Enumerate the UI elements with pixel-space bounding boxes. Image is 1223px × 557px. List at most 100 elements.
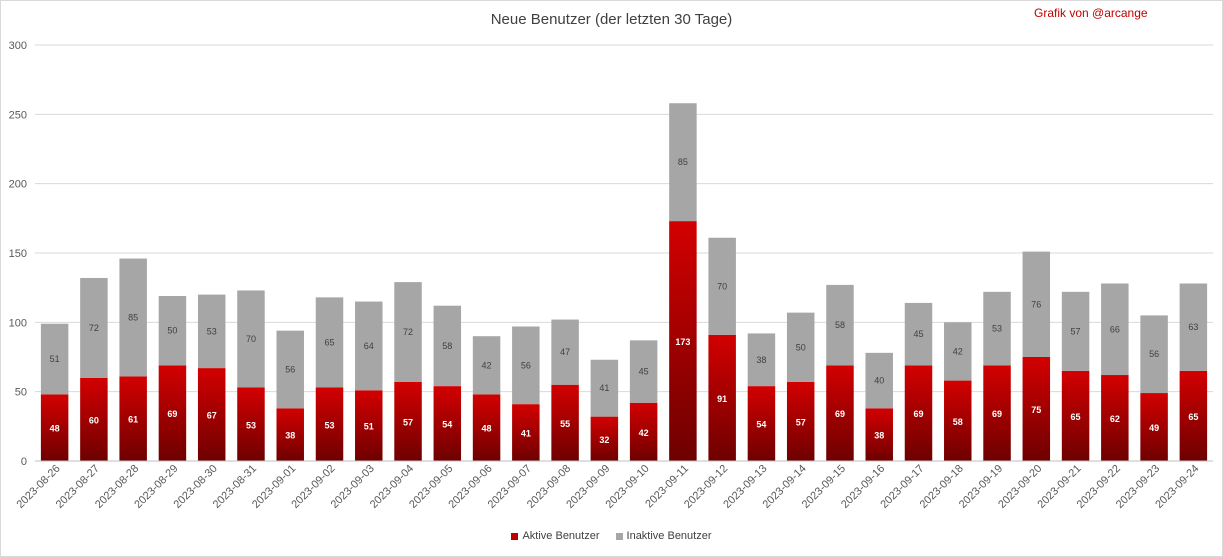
bar-active — [826, 365, 854, 461]
bar-inactive — [40, 323, 69, 395]
data-label-active: 61 — [128, 415, 138, 425]
bar-active — [80, 377, 108, 461]
data-label-inactive: 57 — [1071, 326, 1081, 336]
y-tick-label: 200 — [9, 179, 27, 191]
bar-inactive — [1022, 251, 1051, 357]
data-label-active: 57 — [796, 417, 806, 427]
y-tick-label: 150 — [9, 248, 27, 260]
bar-active — [355, 390, 383, 461]
bar-active — [590, 416, 619, 461]
bar-active — [197, 368, 226, 461]
data-label-active: 53 — [324, 420, 334, 430]
bar-inactive — [472, 336, 501, 395]
data-label-active: 75 — [1031, 405, 1041, 415]
bar-inactive — [904, 302, 933, 366]
data-label-inactive: 38 — [756, 355, 766, 365]
bar-inactive — [786, 312, 815, 382]
data-label-inactive: 56 — [285, 364, 295, 374]
legend: Aktive Benutzer Inaktive Benutzer — [0, 530, 1223, 542]
data-label-active: 69 — [835, 409, 845, 419]
y-tick-label: 0 — [21, 456, 27, 468]
data-label-active: 57 — [403, 417, 413, 427]
bar-inactive — [669, 103, 697, 222]
data-label-inactive: 56 — [1149, 349, 1159, 359]
y-axis: 0 50 100 150 200 250 300 — [9, 40, 27, 468]
data-label-active: 48 — [50, 424, 60, 434]
bar-active — [747, 386, 776, 461]
data-label-active: 42 — [639, 428, 649, 438]
bar-inactive — [512, 326, 540, 405]
bar-inactive — [119, 258, 147, 377]
bar-inactive — [708, 237, 736, 335]
data-label-active: 38 — [874, 431, 884, 441]
data-label-inactive: 53 — [992, 324, 1002, 334]
data-label-inactive: 63 — [1188, 322, 1198, 332]
y-tick-label: 300 — [9, 40, 27, 52]
bar-inactive — [747, 333, 776, 387]
data-label-active: 69 — [913, 409, 923, 419]
bar-active — [237, 387, 265, 461]
bars: 48 51 60 72 61 85 69 50 67 53 53 70 38 56 53 65 51 64 57 72… — [40, 103, 1208, 461]
bar-active — [865, 408, 893, 461]
data-label-inactive: 65 — [324, 337, 334, 347]
bar-active — [472, 394, 501, 461]
data-label-inactive: 56 — [521, 360, 531, 370]
bar-inactive — [355, 301, 383, 391]
bar-active — [1101, 375, 1129, 461]
data-label-inactive: 42 — [953, 346, 963, 356]
data-label-inactive: 64 — [364, 341, 374, 351]
data-label-active: 58 — [953, 417, 963, 427]
chart-title: Neue Benutzer (der letzten 30 Tage) — [490, 11, 733, 28]
data-label-active: 54 — [756, 420, 766, 430]
y-tick-label: 100 — [9, 317, 27, 329]
data-label-active: 51 — [364, 422, 374, 432]
data-label-inactive: 47 — [560, 347, 570, 357]
data-label-inactive: 66 — [1110, 324, 1120, 334]
bar-active — [983, 365, 1011, 461]
bar-inactive — [237, 290, 265, 388]
data-label-active: 54 — [442, 420, 452, 430]
legend-label-inactive: Inaktive Benutzer — [626, 530, 712, 542]
bar-active — [394, 381, 422, 461]
bar-inactive — [590, 359, 619, 417]
bar-active — [276, 408, 304, 461]
bar-inactive — [158, 295, 187, 366]
bar-active — [708, 334, 736, 461]
bar-active — [119, 376, 147, 461]
data-label-inactive: 72 — [403, 327, 413, 337]
bar-inactive — [315, 297, 344, 388]
chart-credit: Grafik von @arcange — [1034, 6, 1148, 20]
data-label-active: 38 — [285, 431, 295, 441]
bar-inactive — [394, 282, 422, 382]
bar-inactive — [433, 305, 462, 387]
data-label-inactive: 50 — [796, 342, 806, 352]
legend-label-active: Aktive Benutzer — [522, 530, 600, 542]
bar-active — [1022, 357, 1051, 461]
bar-inactive — [1101, 283, 1129, 376]
bar-inactive — [80, 277, 108, 378]
data-label-inactive: 58 — [835, 320, 845, 330]
legend-entry-inactive: Inaktive Benutzer — [615, 530, 712, 542]
legend-swatch-inactive — [615, 532, 623, 540]
bar-inactive — [551, 319, 579, 385]
data-label-inactive: 40 — [874, 376, 884, 386]
data-label-inactive: 45 — [639, 367, 649, 377]
bar-active — [433, 386, 462, 461]
data-label-active: 173 — [675, 337, 690, 347]
data-label-inactive: 70 — [717, 281, 727, 291]
bar-active — [158, 365, 187, 461]
bar-inactive — [1140, 315, 1168, 394]
data-label-active: 69 — [992, 409, 1002, 419]
bar-active — [1061, 370, 1090, 461]
bar-inactive — [983, 291, 1011, 366]
data-label-active: 32 — [599, 435, 609, 445]
y-tick-label: 50 — [15, 387, 27, 399]
bar-active — [629, 402, 658, 461]
data-label-inactive: 41 — [599, 383, 609, 393]
data-label-inactive: 85 — [678, 157, 688, 167]
data-label-inactive: 72 — [89, 323, 99, 333]
bar-active — [40, 394, 69, 461]
data-label-active: 67 — [207, 411, 217, 421]
